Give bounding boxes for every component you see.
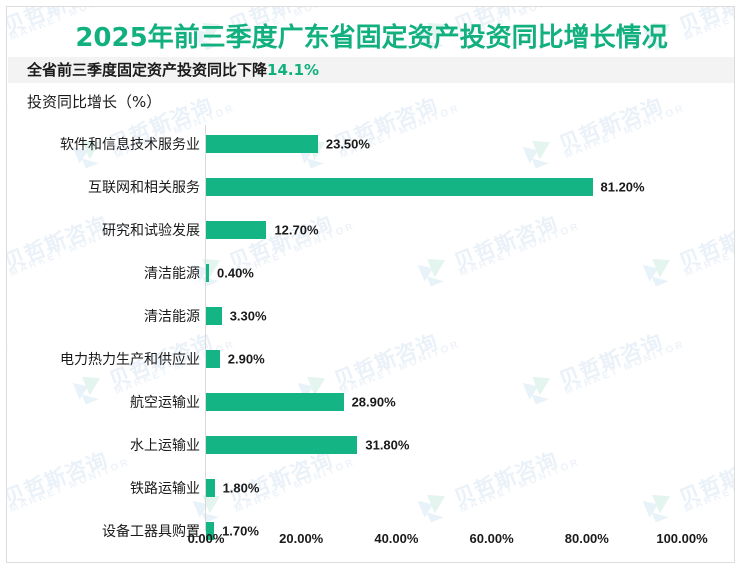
bar-row: 航空运输业 28.90% <box>7 380 734 423</box>
bar <box>206 392 344 411</box>
bar-row: 软件和信息技术服务业 23.50% <box>7 122 734 165</box>
bar <box>206 349 220 368</box>
page-title: 2025年前三季度广东省固定资产投资同比增长情况 <box>75 23 668 53</box>
bar-row: 设备工器具购置 1.70% <box>7 509 734 552</box>
bar <box>206 435 358 454</box>
x-axis-tick-label: 80.00% <box>564 531 609 546</box>
bar-row: 研究和试验发展 12.70% <box>7 208 734 251</box>
bar <box>206 134 318 153</box>
bar <box>206 220 267 239</box>
plot-area: 软件和信息技术服务业 23.50% 互联网和相关服务 81.20% 研究和试验发展 12.… <box>7 117 734 540</box>
category-label: 航空运输业 <box>130 394 200 411</box>
bar <box>206 521 215 540</box>
bar-value-label: 12.70% <box>274 222 319 237</box>
bar-row: 铁路运输业 1.80% <box>7 466 734 509</box>
bar-value-label: 81.20% <box>600 179 645 194</box>
x-axis-tick-label: 40.00% <box>374 531 419 546</box>
bar-row: 水上运输业 31.80% <box>7 423 734 466</box>
bar-value-label: 2.90% <box>227 351 265 366</box>
chart-content: 2025年前三季度广东省固定资产投资同比增长情况 全省前三季度固定资产投资同比下… <box>7 7 734 562</box>
bar <box>206 177 593 196</box>
category-label: 水上运输业 <box>130 437 200 454</box>
bar-row: 清洁能源 3.30% <box>7 294 734 337</box>
category-label: 电力热力生产和供应业 <box>60 351 200 368</box>
bar-value-label: 23.50% <box>325 136 370 151</box>
bar-row: 电力热力生产和供应业 2.90% <box>7 337 734 380</box>
bar-row: 清洁能源 0.40% <box>7 251 734 294</box>
x-axis-tick-label: 100.00% <box>656 531 708 546</box>
category-label: 清洁能源 <box>144 265 200 282</box>
category-label: 清洁能源 <box>144 308 200 325</box>
category-label: 互联网和相关服务 <box>88 179 200 196</box>
x-axis-tick-label: 0.00% <box>187 531 225 546</box>
x-axis-ticks: 0.00% 20.00% 40.00% 60.00% 80.00% 100.00% <box>7 531 734 551</box>
bar-value-label: 3.30% <box>229 308 267 323</box>
subtitle-text: 全省前三季度固定资产投资同比下降 <box>27 61 268 79</box>
category-label: 研究和试验发展 <box>102 222 200 239</box>
category-label: 软件和信息技术服务业 <box>60 136 200 153</box>
bar-value-label: 28.90% <box>351 394 396 409</box>
bar <box>206 478 215 497</box>
bar <box>206 263 209 282</box>
category-label: 设备工器具购置 <box>102 523 200 540</box>
bar-value-label: 0.40% <box>217 265 254 280</box>
x-axis-tick-label: 20.00% <box>279 531 324 546</box>
subtitle: 全省前三季度固定资产投资同比下降14.1% <box>27 59 319 80</box>
subtitle-band <box>8 57 734 83</box>
bar <box>206 306 222 325</box>
category-label: 铁路运输业 <box>130 480 200 497</box>
subtitle-highlight-value: 14.1% <box>267 61 320 79</box>
bar-value-label: 31.80% <box>365 437 410 452</box>
axis-title: 投资同比增长（%） <box>27 93 162 111</box>
x-axis-tick-label: 60.00% <box>469 531 514 546</box>
bar-value-label: 1.80% <box>222 480 260 495</box>
bar-row: 互联网和相关服务 81.20% <box>7 165 734 208</box>
bar-value-label: 1.70% <box>222 523 259 538</box>
y-axis-line <box>205 125 206 531</box>
